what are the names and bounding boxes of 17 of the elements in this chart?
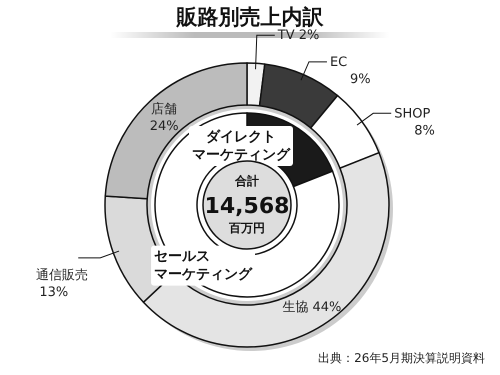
slice-label: TV 2%	[276, 28, 320, 43]
text: 14,568	[204, 194, 290, 219]
chart-title: 販路別売上内訳	[176, 5, 324, 29]
data-label: 8%	[414, 122, 435, 138]
text: 合計	[234, 174, 259, 188]
slice-label: ダイレクトマーケティング	[192, 129, 291, 163]
slice-label: 通信販売	[36, 267, 88, 282]
data-label: 9%	[350, 71, 371, 86]
slice-label: EC	[330, 54, 348, 70]
slice-label: 店舗	[151, 100, 178, 116]
slice-label: SHOP	[394, 106, 430, 121]
data-label: 24%	[150, 118, 179, 134]
slice-label: セールスマーケティング	[154, 248, 254, 283]
source-note: 出典：26年5月期決算説明資料	[318, 351, 485, 365]
slice-label: 生協 44%	[282, 300, 342, 315]
text: 百万円	[228, 221, 265, 235]
data-label: 13%	[39, 284, 68, 300]
